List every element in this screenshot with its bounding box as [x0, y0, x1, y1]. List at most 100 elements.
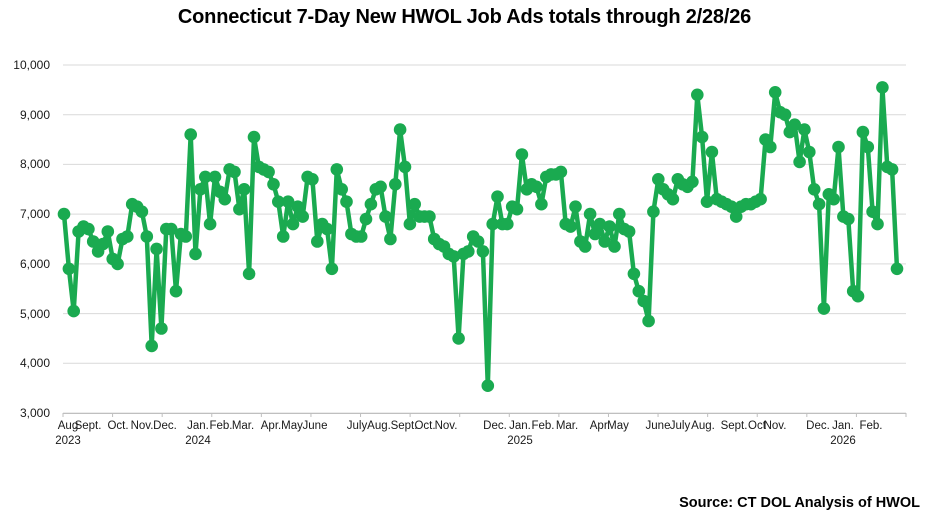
data-point [398, 160, 412, 174]
x-axis-month-label: Oct. [414, 420, 436, 432]
x-axis-month-label: Sept. [720, 420, 748, 432]
x-axis-month-label: Mar. [555, 420, 579, 432]
data-point [121, 230, 134, 243]
data-point [389, 178, 402, 191]
data-point [364, 197, 378, 211]
data-point [851, 289, 865, 303]
y-axis-tick-label: 5,000 [19, 306, 50, 321]
x-axis-month-label: Feb. [209, 420, 233, 432]
data-point [233, 202, 246, 216]
data-point [296, 210, 310, 223]
data-point [817, 302, 831, 315]
data-point [885, 163, 899, 176]
data-point [501, 217, 514, 231]
data-point [471, 235, 485, 248]
data-point [666, 192, 680, 206]
data-point [101, 225, 115, 238]
data-point [135, 205, 149, 218]
data-point [764, 140, 777, 154]
data-point [67, 304, 80, 318]
x-axis-month-label: Aug. [691, 420, 715, 432]
data-point [778, 108, 792, 121]
x-axis-month-label: Feb. [531, 420, 555, 432]
data-point [515, 148, 529, 161]
data-point [798, 123, 811, 136]
data-point [164, 222, 178, 236]
data-point [476, 245, 490, 258]
x-axis-year-label: 2024 [185, 435, 211, 447]
data-point [247, 130, 261, 144]
data-point [203, 217, 217, 231]
data-point [788, 118, 801, 131]
data-point [793, 155, 806, 169]
data-point [598, 235, 611, 248]
data-point [242, 267, 256, 281]
data-point [603, 220, 616, 233]
data-point [403, 217, 417, 231]
x-axis-month-label: Nov. [763, 420, 787, 432]
data-point [652, 173, 665, 186]
data-point [554, 165, 568, 179]
x-axis-month-label: Jan. [509, 420, 531, 432]
data-point [86, 235, 100, 248]
x-axis-month-label: Nov. [130, 420, 154, 432]
data-point [530, 180, 543, 194]
y-axis-tick-label: 9,000 [19, 107, 50, 122]
data-point [447, 250, 461, 263]
data-point [452, 332, 465, 345]
data-point [145, 339, 158, 353]
data-point [140, 230, 154, 243]
x-axis-month-label: Dec. [153, 420, 177, 432]
data-point [856, 125, 870, 139]
data-point [700, 195, 714, 208]
data-point [695, 130, 709, 144]
data-point [768, 86, 782, 99]
data-point [729, 210, 743, 223]
y-axis-tick-label: 3,000 [19, 406, 50, 420]
y-axis-tick-label: 6,000 [19, 256, 50, 271]
x-axis-month-label: Jan. [187, 420, 209, 432]
data-point [593, 217, 607, 231]
x-axis-month-label: July [669, 420, 691, 432]
data-point [208, 170, 222, 184]
data-point [272, 195, 285, 208]
x-axis-month-label: Dec. [806, 420, 830, 432]
x-axis-month-label: Apr. [260, 420, 282, 432]
data-point [842, 212, 855, 226]
data-point [237, 183, 251, 196]
data-point [320, 222, 334, 236]
x-axis-month-label: Jan. [832, 420, 854, 432]
data-point [262, 165, 275, 179]
data-point [832, 140, 845, 154]
data-point [622, 225, 636, 238]
x-axis-month-label: Aug [57, 420, 79, 432]
x-axis-month-label: Nov. [434, 420, 458, 432]
data-point [150, 242, 163, 256]
data-point [827, 192, 840, 206]
data-point [374, 180, 387, 194]
data-point [354, 230, 368, 243]
data-point [57, 207, 71, 221]
data-point [725, 200, 738, 213]
data-point [408, 197, 422, 211]
chart-title: Connecticut 7-Day New HWOL Job Ads total… [177, 6, 752, 28]
data-point [184, 128, 197, 141]
data-point [330, 163, 344, 176]
data-point [155, 322, 168, 335]
data-point [359, 212, 373, 226]
data-point [335, 183, 349, 196]
data-point [311, 235, 324, 248]
data-point [486, 217, 500, 231]
data-point [632, 284, 646, 298]
x-axis-month-label: Apr. [589, 420, 611, 432]
y-axis-tick-label: 8,000 [19, 157, 50, 172]
x-axis-month-label: Mar. [231, 420, 255, 432]
data-point [169, 284, 183, 298]
data-point [642, 314, 655, 328]
data-point [286, 217, 300, 231]
data-point [189, 247, 202, 261]
data-point [686, 175, 699, 189]
data-point [691, 88, 704, 102]
data-point [267, 178, 280, 191]
